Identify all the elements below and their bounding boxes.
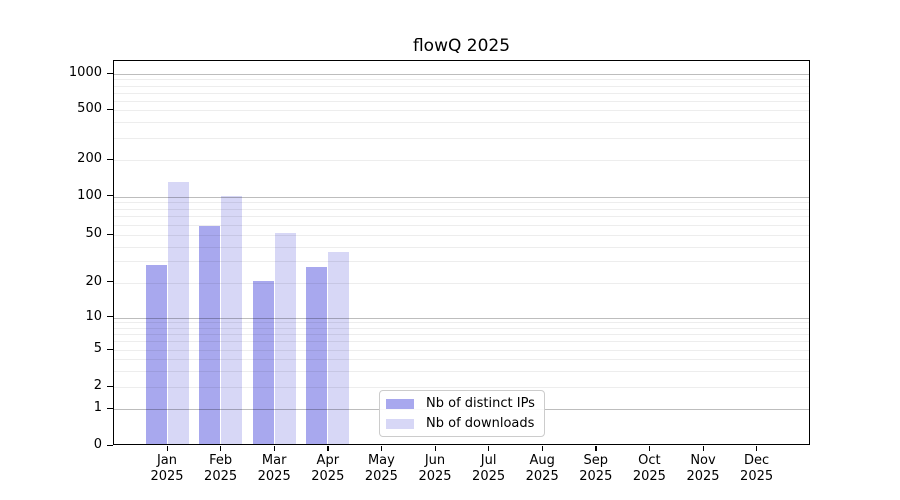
gridline-minor	[114, 334, 809, 336]
y-tick-label: 50	[85, 226, 102, 241]
y-tick-mark	[107, 108, 113, 110]
y-tick-mark	[107, 316, 113, 318]
y-tick-label: 100	[77, 187, 102, 203]
x-tick-mark	[541, 446, 543, 451]
x-tick-label: Jul 2025	[472, 453, 506, 484]
gridline-minor	[114, 322, 809, 324]
gridline-minor	[114, 122, 809, 124]
x-tick-mark	[327, 446, 329, 451]
gridline-minor	[114, 100, 809, 102]
y-tick-mark	[107, 348, 113, 350]
x-tick-label: Sep 2025	[579, 453, 613, 484]
legend: Nb of distinct IPs Nb of downloads	[379, 390, 545, 437]
x-tick-label: Oct 2025	[632, 453, 666, 484]
y-tick-mark	[107, 233, 113, 235]
chart-title: flowQ 2025	[412, 36, 511, 56]
y-tick-label: 1000	[68, 65, 102, 80]
x-tick-mark	[166, 446, 168, 451]
gridline-minor	[114, 216, 809, 218]
gridline-minor	[114, 79, 809, 81]
gridline-minor	[114, 110, 809, 111]
bar-distinct-ips	[252, 280, 274, 444]
gridline-minor	[114, 85, 809, 87]
y-tick-mark	[107, 195, 113, 197]
x-tick-mark	[595, 446, 597, 451]
x-tick-label: Dec 2025	[740, 453, 774, 484]
x-tick-label: Jan 2025	[150, 453, 184, 484]
gridline-minor	[114, 246, 809, 248]
y-tick-mark	[107, 281, 113, 283]
y-tick-label: 20	[85, 273, 102, 289]
y-tick-mark	[107, 444, 113, 446]
legend-label-distinct-ips: Nb of distinct IPs	[426, 395, 535, 411]
bar-downloads	[274, 233, 296, 444]
gridline-minor	[114, 261, 809, 263]
gridline-minor	[114, 370, 809, 372]
gridline-minor	[114, 282, 809, 284]
gridline-minor	[114, 92, 809, 94]
gridline-minor	[114, 224, 809, 226]
legend-swatch-downloads-icon	[386, 418, 414, 429]
bar-downloads	[328, 251, 350, 444]
y-tick-label: 1	[93, 400, 102, 415]
plot-area	[113, 60, 810, 445]
x-tick-label: Mar 2025	[257, 453, 291, 484]
x-tick-mark	[756, 446, 758, 451]
gridline-major	[114, 317, 809, 319]
gridline-minor	[114, 202, 809, 204]
y-tick-mark	[107, 158, 113, 160]
x-tick-label: Nov 2025	[686, 453, 720, 484]
gridline-minor	[114, 137, 809, 139]
gridline-minor	[114, 160, 809, 161]
legend-swatch-distinct-ips-icon	[386, 398, 414, 409]
bar-distinct-ips	[199, 225, 221, 444]
x-tick-mark	[488, 446, 490, 451]
x-tick-label: May 2025	[364, 453, 398, 484]
legend-item-distinct-ips: Nb of distinct IPs	[386, 396, 536, 412]
y-tick-mark	[107, 72, 113, 74]
y-tick-mark	[107, 407, 113, 409]
bar-downloads	[167, 181, 189, 444]
y-tick-label: 5	[93, 341, 102, 356]
x-tick-label: Apr 2025	[311, 453, 345, 484]
gridline-minor	[114, 387, 809, 388]
x-tick-mark	[273, 446, 275, 451]
gridline-minor	[114, 235, 809, 236]
y-tick-label: 10	[85, 308, 102, 324]
gridline-major	[114, 74, 809, 75]
bar-downloads	[221, 196, 243, 444]
x-tick-label: Jun 2025	[418, 453, 452, 484]
gridline-minor	[114, 341, 809, 343]
y-tick-label: 2	[93, 378, 102, 393]
gridline-minor	[114, 327, 809, 329]
y-tick-mark	[107, 385, 113, 387]
bar-distinct-ips	[145, 264, 167, 444]
x-tick-mark	[648, 446, 651, 451]
x-tick-label: Aug 2025	[525, 453, 559, 484]
gridline-minor	[114, 350, 809, 351]
gridline-major	[114, 196, 809, 198]
x-tick-mark	[220, 446, 222, 451]
x-tick-mark	[434, 446, 436, 451]
y-tick-label: 500	[77, 101, 102, 116]
legend-item-downloads: Nb of downloads	[386, 416, 536, 432]
y-tick-label: 0	[93, 437, 102, 452]
x-tick-label: Feb 2025	[204, 453, 238, 484]
gridline-minor	[114, 359, 809, 360]
legend-label-downloads: Nb of downloads	[426, 415, 535, 431]
bar-distinct-ips	[306, 266, 328, 444]
y-tick-label: 200	[77, 151, 102, 166]
x-tick-mark	[702, 446, 704, 451]
gridline-minor	[114, 208, 809, 210]
x-tick-mark	[380, 446, 383, 451]
